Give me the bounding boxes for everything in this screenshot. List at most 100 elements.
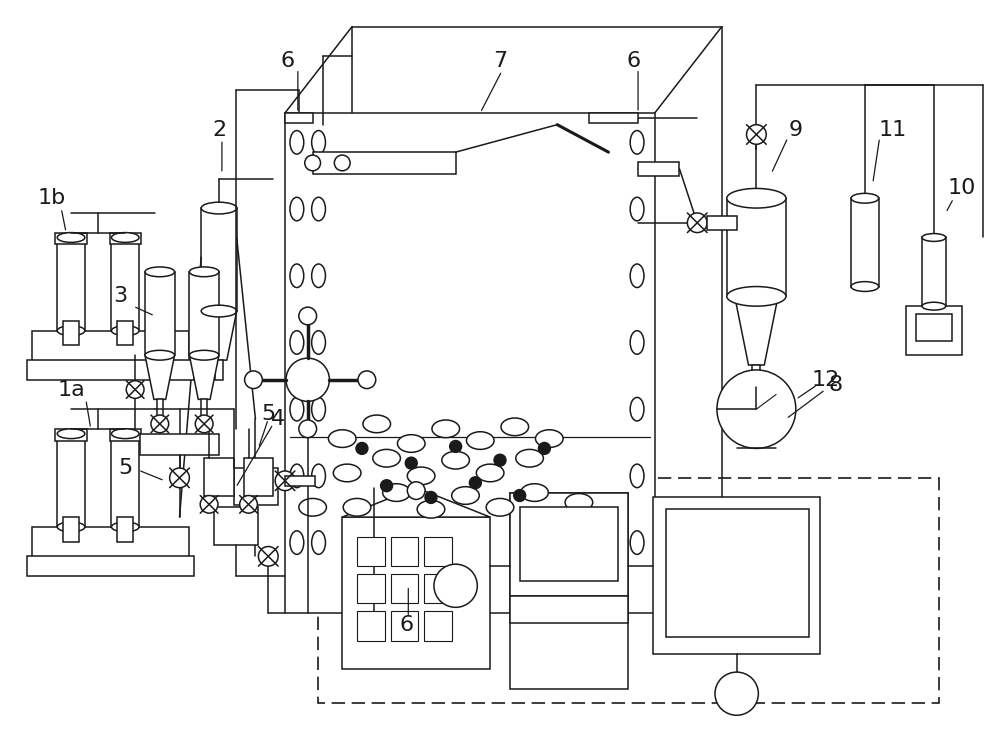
Circle shape — [170, 468, 189, 487]
Text: 12: 12 — [811, 369, 840, 390]
Ellipse shape — [442, 452, 469, 469]
Bar — [285, 113, 655, 614]
Circle shape — [275, 471, 295, 490]
Ellipse shape — [630, 397, 644, 421]
Bar — [906, 306, 962, 356]
Ellipse shape — [383, 484, 410, 501]
Ellipse shape — [111, 522, 139, 532]
Bar — [510, 493, 628, 596]
Bar — [510, 493, 628, 689]
Circle shape — [405, 457, 417, 469]
Ellipse shape — [922, 234, 946, 241]
Ellipse shape — [476, 464, 504, 482]
Bar — [391, 611, 418, 641]
Bar — [244, 458, 273, 496]
Circle shape — [407, 482, 425, 499]
Ellipse shape — [536, 430, 563, 447]
Bar — [653, 498, 820, 655]
Ellipse shape — [727, 287, 786, 306]
Ellipse shape — [727, 188, 786, 208]
Ellipse shape — [57, 232, 85, 243]
Bar — [520, 507, 618, 581]
Polygon shape — [342, 487, 490, 517]
Text: 2: 2 — [212, 119, 226, 139]
Bar — [916, 314, 952, 342]
Bar — [391, 574, 418, 603]
Ellipse shape — [111, 232, 139, 243]
Bar — [424, 537, 452, 566]
Text: 6: 6 — [399, 615, 413, 635]
Polygon shape — [145, 356, 175, 399]
Ellipse shape — [201, 202, 237, 214]
Bar — [189, 272, 219, 356]
Ellipse shape — [922, 302, 946, 310]
Ellipse shape — [312, 331, 325, 354]
Circle shape — [687, 213, 707, 232]
Bar — [57, 434, 85, 527]
Circle shape — [286, 358, 329, 402]
Circle shape — [356, 443, 368, 454]
Ellipse shape — [851, 194, 879, 203]
Bar — [110, 232, 141, 244]
Bar — [32, 331, 189, 365]
Circle shape — [126, 380, 144, 398]
Ellipse shape — [565, 493, 593, 511]
Ellipse shape — [397, 435, 425, 452]
Ellipse shape — [630, 130, 644, 154]
Ellipse shape — [417, 501, 445, 518]
Bar — [214, 507, 258, 545]
Polygon shape — [735, 296, 778, 365]
Bar — [55, 232, 87, 244]
Ellipse shape — [630, 197, 644, 221]
Bar — [727, 198, 786, 296]
Ellipse shape — [521, 484, 548, 501]
Ellipse shape — [201, 305, 237, 317]
Ellipse shape — [312, 197, 325, 221]
Circle shape — [305, 155, 321, 171]
Circle shape — [358, 371, 376, 388]
Ellipse shape — [328, 430, 356, 447]
Ellipse shape — [290, 264, 304, 287]
Bar — [313, 152, 456, 174]
Ellipse shape — [145, 267, 175, 277]
Ellipse shape — [343, 498, 371, 516]
Bar — [111, 434, 139, 527]
Ellipse shape — [57, 522, 85, 532]
Text: 9: 9 — [789, 119, 803, 139]
Ellipse shape — [290, 397, 304, 421]
Ellipse shape — [432, 420, 460, 438]
Circle shape — [469, 477, 481, 489]
Ellipse shape — [312, 264, 325, 287]
Bar — [140, 434, 219, 455]
Ellipse shape — [851, 281, 879, 292]
Circle shape — [747, 125, 766, 144]
Ellipse shape — [312, 130, 325, 154]
Bar — [145, 272, 175, 356]
Bar — [851, 198, 879, 287]
Ellipse shape — [57, 325, 85, 336]
Bar — [234, 468, 278, 505]
Bar — [510, 596, 628, 623]
Bar — [357, 537, 385, 566]
Ellipse shape — [111, 429, 139, 438]
Circle shape — [299, 307, 317, 325]
Ellipse shape — [145, 350, 175, 360]
Ellipse shape — [290, 331, 304, 354]
Circle shape — [240, 496, 257, 513]
Bar — [32, 527, 189, 561]
Ellipse shape — [630, 464, 644, 487]
Text: 6: 6 — [281, 51, 295, 71]
Bar — [27, 556, 194, 576]
Text: 8: 8 — [828, 375, 842, 394]
Polygon shape — [201, 311, 237, 360]
Text: 3: 3 — [113, 287, 127, 306]
Circle shape — [425, 492, 437, 504]
Circle shape — [381, 480, 393, 492]
Text: 1a: 1a — [57, 380, 85, 399]
Bar — [357, 574, 385, 603]
Bar — [589, 113, 638, 122]
Circle shape — [334, 155, 350, 171]
Text: 10: 10 — [947, 178, 976, 199]
Circle shape — [151, 415, 169, 432]
Text: 11: 11 — [878, 119, 907, 139]
